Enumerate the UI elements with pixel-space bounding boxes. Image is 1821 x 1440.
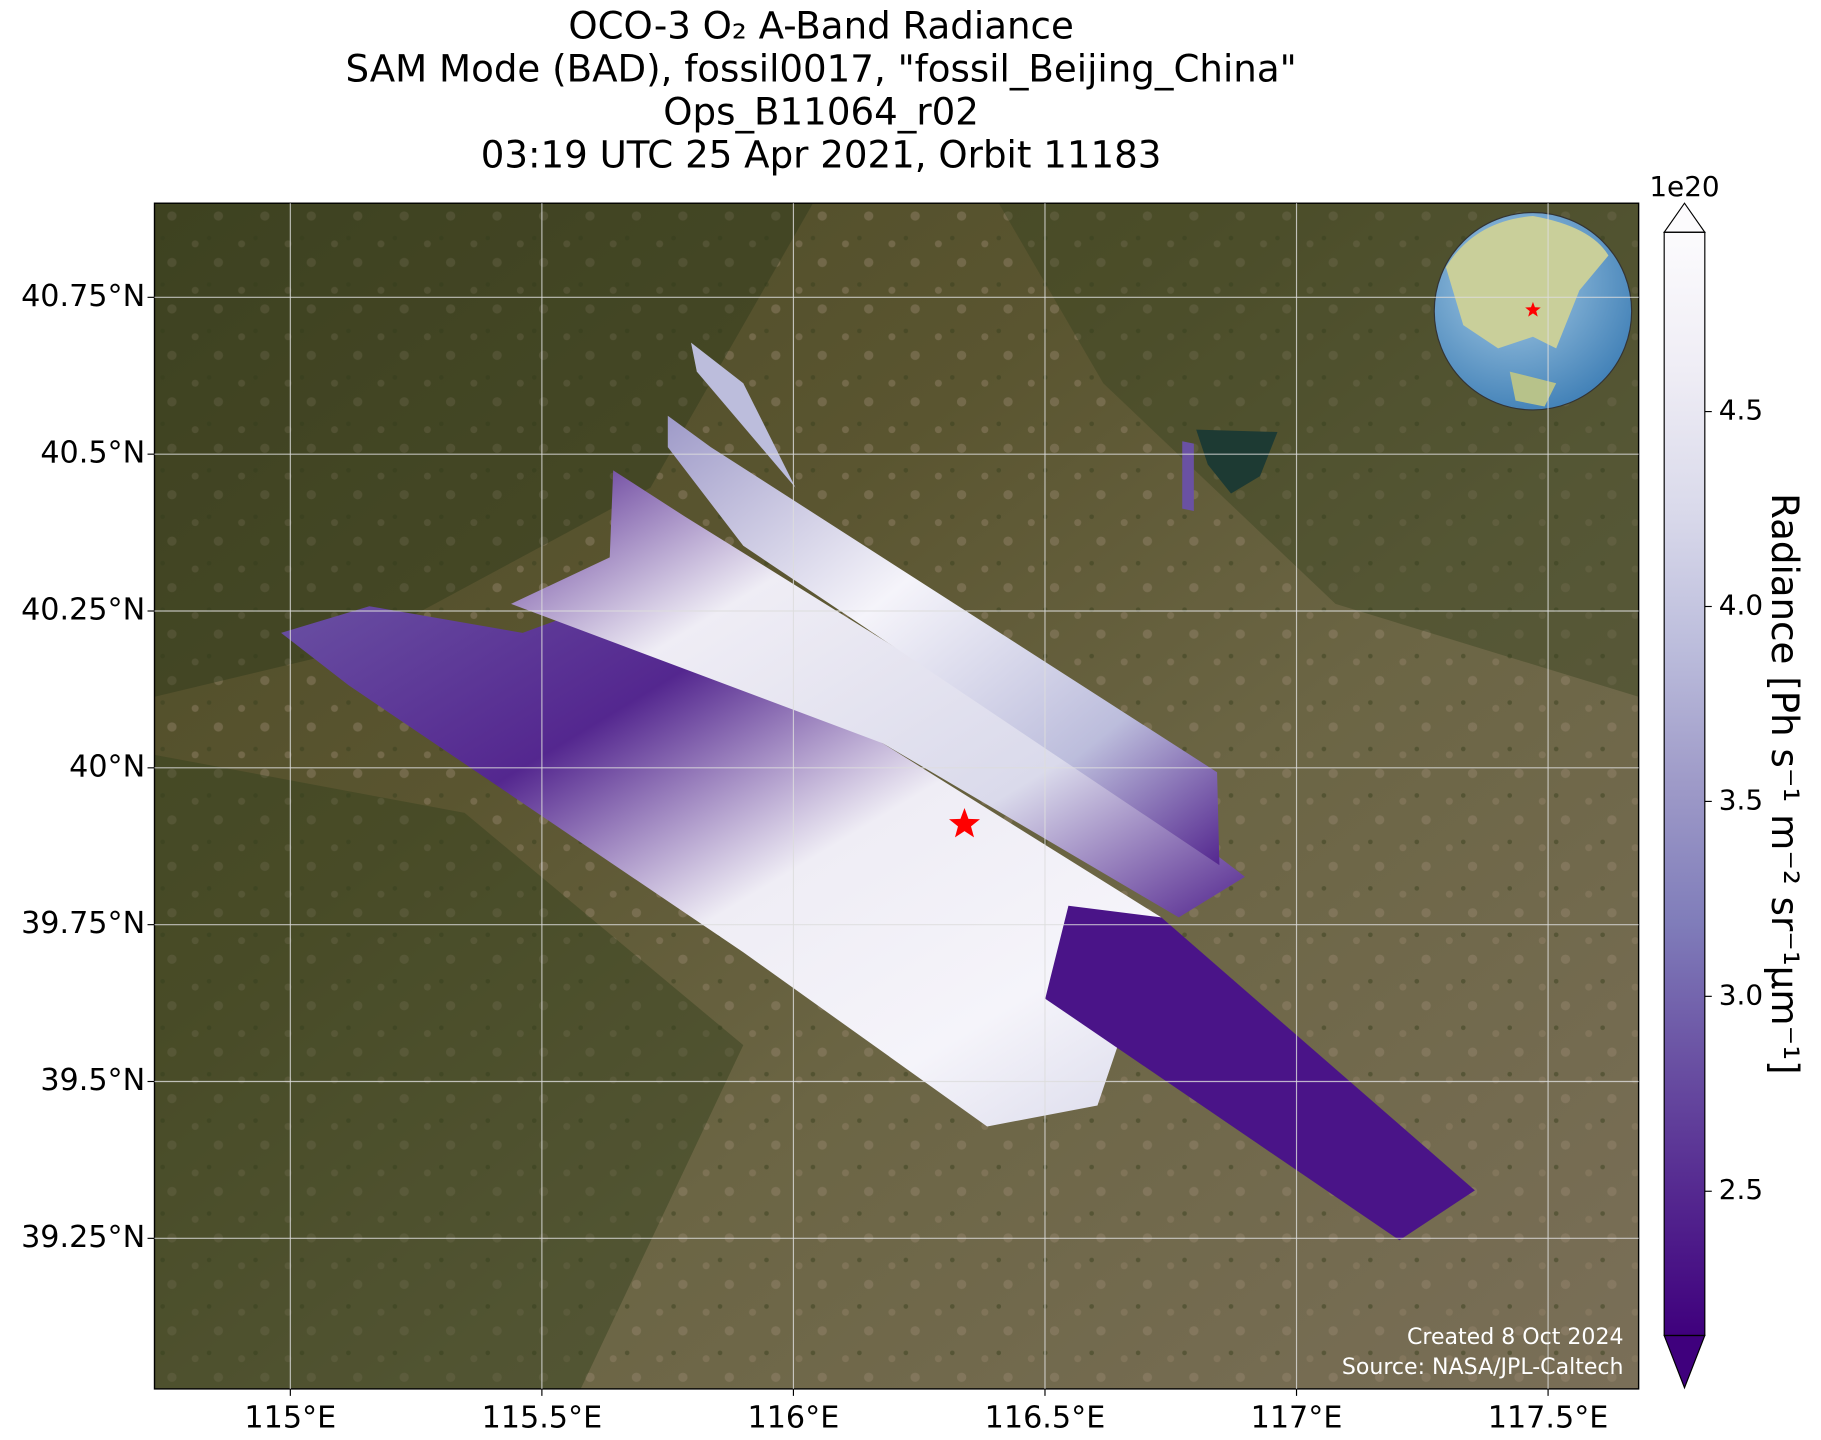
globe-site-marker — [1525, 301, 1541, 317]
swath — [281, 594, 1162, 1127]
globe-land — [1509, 371, 1557, 407]
footer-note: Source: NASA/JPL-Caltech — [1342, 1355, 1624, 1380]
colorbar-label: Radiance [Ph s⁻¹ m⁻² sr⁻¹μm⁻¹] — [1763, 493, 1806, 1075]
x-tick-label: 115°E — [244, 1401, 336, 1436]
colorbar-tick-label: 4.5 — [1719, 394, 1763, 427]
site-marker — [949, 808, 980, 838]
y-tick-label: 40.25°N — [21, 592, 145, 627]
swath — [1182, 441, 1194, 511]
y-tick-label: 40.5°N — [40, 436, 145, 471]
mountains — [154, 754, 744, 1389]
swath — [1045, 905, 1475, 1241]
x-tick-label: 117°E — [1251, 1401, 1343, 1436]
colorbar-tick-label: 3.0 — [1719, 978, 1763, 1011]
reservoir — [1196, 429, 1278, 494]
mountains — [154, 203, 813, 697]
y-tick-label: 39.25°N — [21, 1220, 145, 1255]
data-swaths — [281, 342, 1475, 1241]
globe-land — [1445, 216, 1609, 349]
colorbar-tick-label: 4.0 — [1719, 588, 1763, 621]
swath — [691, 342, 796, 488]
y-tick-label: 40.75°N — [21, 279, 145, 314]
colorbar-tick-label: 2.5 — [1719, 1173, 1763, 1206]
colorbar — [1664, 232, 1705, 1336]
chart-title: SAM Mode (BAD), fossil0017, "fossil_Beij… — [345, 47, 1296, 90]
chart-title: 03:19 UTC 25 Apr 2021, Orbit 11183 — [481, 133, 1162, 176]
swath — [511, 470, 1245, 918]
x-tick-label: 116.5°E — [985, 1401, 1106, 1436]
footer-note: Created 8 Oct 2024 — [1407, 1325, 1624, 1350]
x-tick-label: 116°E — [748, 1401, 840, 1436]
colorbar-extend-top — [1663, 202, 1706, 233]
colorbar-extend-bottom — [1663, 1334, 1706, 1390]
colorbar-frame — [1663, 231, 1706, 1337]
x-tick-label: 115.5°E — [482, 1401, 603, 1436]
chart-title: OCO-3 O₂ A-Band Radiance — [568, 4, 1073, 47]
map-frame — [153, 202, 1640, 1390]
y-tick-label: 40°N — [69, 749, 145, 784]
x-tick-label: 117.5°E — [1488, 1401, 1609, 1436]
colorbar-offset: 1e20 — [1649, 170, 1719, 203]
y-tick-label: 39.75°N — [21, 906, 145, 941]
swath — [667, 415, 1220, 866]
chart-title: Ops_B11064_r02 — [663, 90, 979, 133]
y-tick-label: 39.5°N — [40, 1063, 145, 1098]
colorbar-tick-label: 3.5 — [1719, 783, 1763, 816]
